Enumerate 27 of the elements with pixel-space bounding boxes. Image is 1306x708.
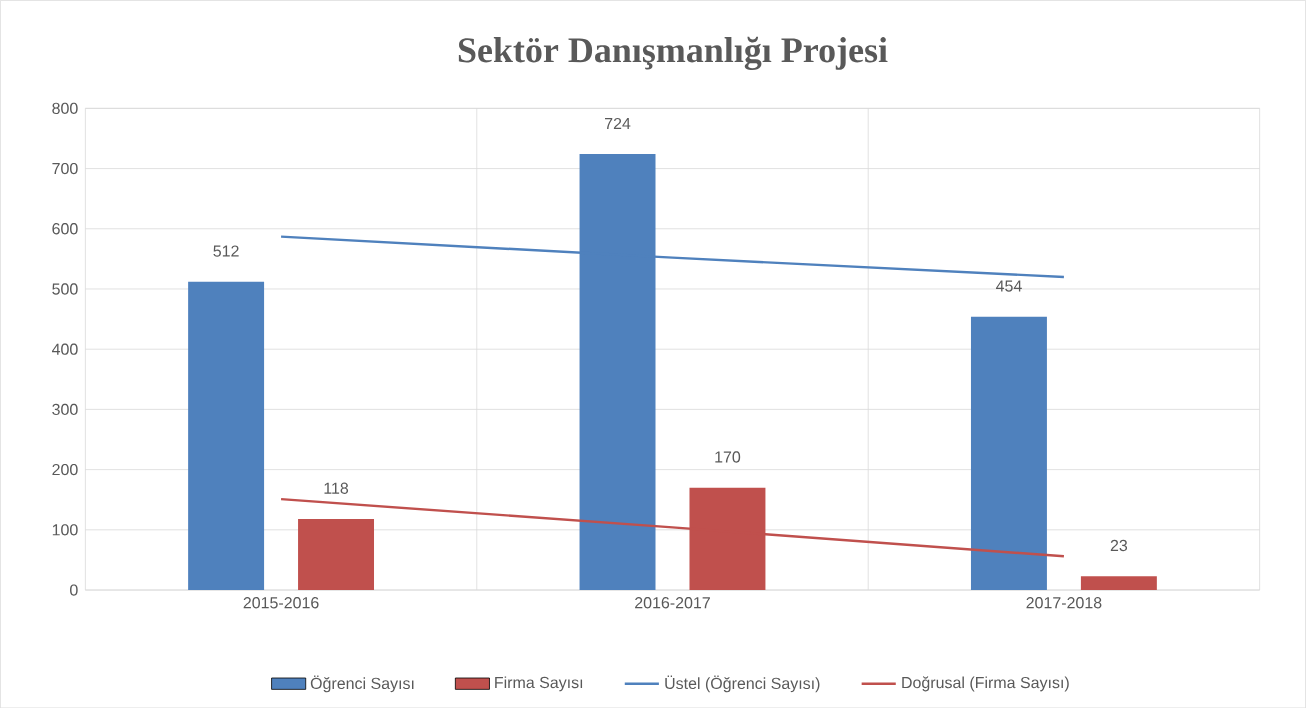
chart-title: Sektör Danışmanlığı Projesi [458, 36, 888, 70]
legend-label: Üstel (Öğrenci Sayısı) [665, 675, 820, 693]
y-tick-label: 100 [52, 524, 78, 536]
data-label: 454 [995, 280, 1022, 292]
bar [970, 316, 1047, 590]
y-tick-label: 200 [52, 463, 78, 476]
y-tick-label: 400 [51, 343, 78, 355]
bar [1080, 576, 1157, 590]
x-tick-label: 2015-2016 [243, 596, 319, 609]
y-tick-label: 700 [52, 162, 78, 175]
y-tick-label: 0 [70, 584, 78, 596]
y-tick-label: 300 [52, 403, 78, 415]
x-tick-label: 2016-2017 [635, 596, 710, 609]
data-label: 118 [324, 482, 349, 494]
legend-label: Doğrusal (Firma Sayısı) [902, 676, 1069, 692]
data-label: 170 [715, 451, 741, 463]
bar [188, 281, 265, 590]
x-tick-label: 2017-2018 [1026, 596, 1102, 609]
bar [298, 518, 375, 590]
y-tick-label: 600 [52, 222, 78, 235]
y-tick-label: 500 [52, 283, 78, 295]
data-label: 724 [605, 117, 631, 129]
data-label: 512 [213, 245, 239, 257]
legend-label: Firma Sayısı [495, 676, 583, 692]
legend-label: Öğrenci Sayısı [310, 675, 414, 693]
y-tick-label: 800 [52, 102, 78, 114]
data-label: 23 [1110, 539, 1128, 551]
